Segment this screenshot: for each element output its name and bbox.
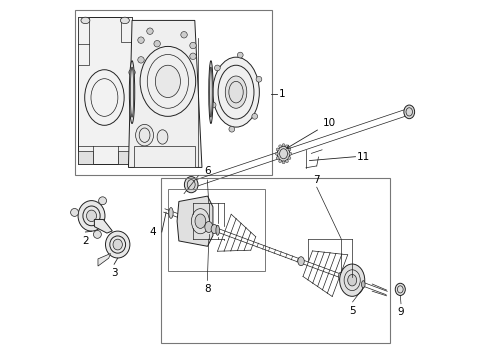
Ellipse shape (225, 76, 247, 108)
Ellipse shape (190, 53, 196, 59)
Text: 6: 6 (204, 166, 211, 176)
Ellipse shape (209, 61, 213, 123)
Ellipse shape (78, 201, 105, 231)
Ellipse shape (85, 70, 124, 125)
Ellipse shape (184, 177, 198, 193)
Polygon shape (78, 151, 93, 164)
Polygon shape (78, 17, 132, 164)
Text: 9: 9 (398, 307, 404, 317)
Ellipse shape (276, 157, 279, 159)
Ellipse shape (276, 148, 279, 151)
Ellipse shape (288, 148, 291, 151)
Ellipse shape (113, 239, 122, 250)
Ellipse shape (275, 152, 278, 155)
Bar (74, 10, 272, 175)
Ellipse shape (136, 125, 153, 146)
Ellipse shape (395, 283, 405, 296)
Ellipse shape (87, 210, 97, 222)
Text: 3: 3 (111, 268, 118, 278)
Ellipse shape (348, 274, 357, 286)
Bar (161, 178, 390, 343)
Polygon shape (98, 253, 111, 266)
Text: 4: 4 (150, 227, 156, 237)
Ellipse shape (282, 161, 285, 164)
Polygon shape (128, 21, 202, 167)
Ellipse shape (216, 225, 220, 235)
Ellipse shape (181, 32, 187, 38)
Ellipse shape (138, 37, 144, 43)
Ellipse shape (121, 17, 129, 24)
Ellipse shape (94, 230, 101, 238)
Ellipse shape (252, 113, 258, 119)
Ellipse shape (256, 76, 262, 82)
Ellipse shape (404, 105, 415, 119)
Polygon shape (122, 17, 132, 42)
Ellipse shape (210, 102, 216, 108)
Ellipse shape (98, 197, 106, 205)
Text: 1: 1 (279, 89, 286, 99)
Ellipse shape (155, 65, 180, 98)
Ellipse shape (105, 231, 130, 258)
Ellipse shape (340, 264, 365, 296)
Ellipse shape (154, 41, 160, 47)
Ellipse shape (286, 160, 289, 163)
Ellipse shape (213, 57, 259, 127)
Ellipse shape (157, 130, 168, 144)
Ellipse shape (286, 145, 289, 148)
Polygon shape (134, 146, 195, 167)
Ellipse shape (195, 214, 206, 228)
Polygon shape (78, 17, 89, 65)
Ellipse shape (237, 52, 243, 58)
Ellipse shape (169, 208, 173, 218)
Ellipse shape (362, 281, 365, 288)
Text: 8: 8 (204, 284, 211, 294)
Polygon shape (177, 196, 213, 246)
Ellipse shape (138, 57, 144, 63)
Text: 11: 11 (357, 152, 370, 162)
Ellipse shape (288, 157, 291, 159)
Ellipse shape (129, 69, 135, 76)
Ellipse shape (339, 272, 343, 280)
Ellipse shape (129, 61, 135, 123)
Text: 10: 10 (287, 118, 336, 148)
Ellipse shape (190, 42, 196, 49)
Ellipse shape (277, 146, 290, 161)
Bar (168, 189, 265, 271)
Text: 7: 7 (314, 175, 320, 185)
Ellipse shape (229, 126, 235, 132)
Ellipse shape (81, 17, 90, 24)
Ellipse shape (279, 145, 282, 148)
Ellipse shape (279, 160, 282, 163)
Ellipse shape (289, 152, 292, 155)
Polygon shape (118, 151, 132, 164)
Text: 5: 5 (349, 306, 356, 315)
Text: 2: 2 (82, 235, 89, 246)
Ellipse shape (298, 257, 304, 266)
Ellipse shape (147, 28, 153, 35)
Ellipse shape (215, 65, 220, 71)
Ellipse shape (205, 221, 213, 233)
Polygon shape (95, 220, 112, 233)
Ellipse shape (211, 225, 218, 234)
Ellipse shape (71, 208, 78, 216)
Ellipse shape (282, 144, 285, 147)
